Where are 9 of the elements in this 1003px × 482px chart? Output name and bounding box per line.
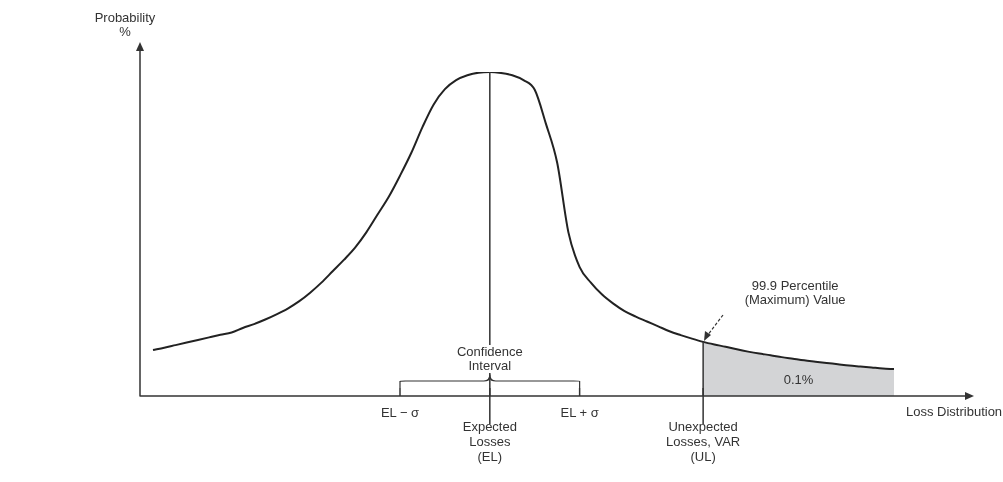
x-tick-label: EL − σ [380,404,420,420]
annotation: Confidence Interval [456,344,523,374]
x-tick-label: Unexpected Losses, VAR (UL) [666,419,741,464]
x-axis-title: Loss Distribution [906,404,1003,420]
annotation: 99.9 Percentile (Maximum) Value [744,277,846,307]
y-axis-title: Probability % [94,10,156,40]
x-tick-label: Expected Losses (EL) [462,419,517,464]
annotation: 0.1% [783,372,814,388]
x-tick-label: EL + σ [560,404,599,420]
